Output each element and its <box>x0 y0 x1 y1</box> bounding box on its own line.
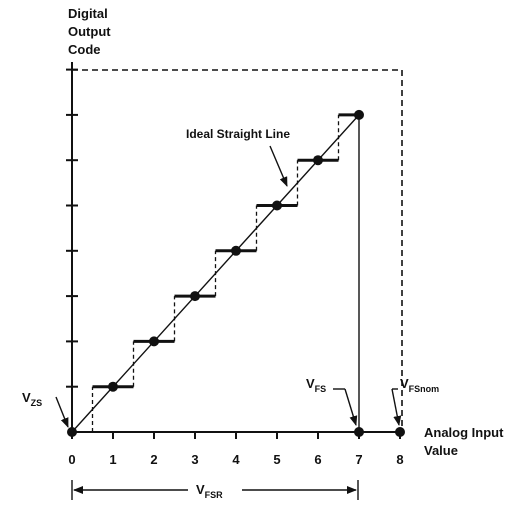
ideal-point <box>67 427 77 437</box>
x-axis-ticks: 0 1 2 3 4 5 6 7 8 <box>68 432 403 467</box>
ideal-point <box>190 291 200 301</box>
x-tick-label: 2 <box>150 452 157 467</box>
ideal-point <box>231 246 241 256</box>
x-tick-label: 0 <box>68 452 75 467</box>
y-axis-label-line3: Code <box>68 42 101 57</box>
vfs-point <box>354 427 364 437</box>
ideal-point <box>272 201 282 211</box>
x-axis-label-line2: Value <box>424 443 458 458</box>
ideal-point <box>149 336 159 346</box>
ideal-line-label: Ideal Straight Line <box>186 127 290 141</box>
vzs-pointer <box>56 397 68 427</box>
x-tick-label: 6 <box>314 452 321 467</box>
x-tick-label: 7 <box>355 452 362 467</box>
vfsnom-pointer-diag <box>392 389 399 425</box>
vfs-pointer-diag <box>345 389 356 425</box>
x-tick-label: 5 <box>273 452 280 467</box>
x-tick-label: 4 <box>232 452 240 467</box>
ideal-point <box>354 110 364 120</box>
x-axis-label-line1: Analog Input <box>424 425 504 440</box>
vfsnom-point <box>395 427 405 437</box>
ideal-point <box>313 155 323 165</box>
vfsr-label: VFSR <box>196 482 223 500</box>
x-tick-label: 3 <box>191 452 198 467</box>
vfsnom-label: VFSnom <box>400 376 439 394</box>
vfs-label: VFS <box>306 376 326 394</box>
ideal-point <box>108 382 118 392</box>
ideal-points <box>67 110 405 437</box>
y-axis-label-line2: Output <box>68 24 111 39</box>
vzs-label: VZS <box>22 390 42 408</box>
ideal-line-pointer <box>270 146 287 186</box>
x-tick-label: 1 <box>109 452 116 467</box>
y-axis-label-line1: Digital <box>68 6 108 21</box>
x-tick-label: 8 <box>396 452 403 467</box>
